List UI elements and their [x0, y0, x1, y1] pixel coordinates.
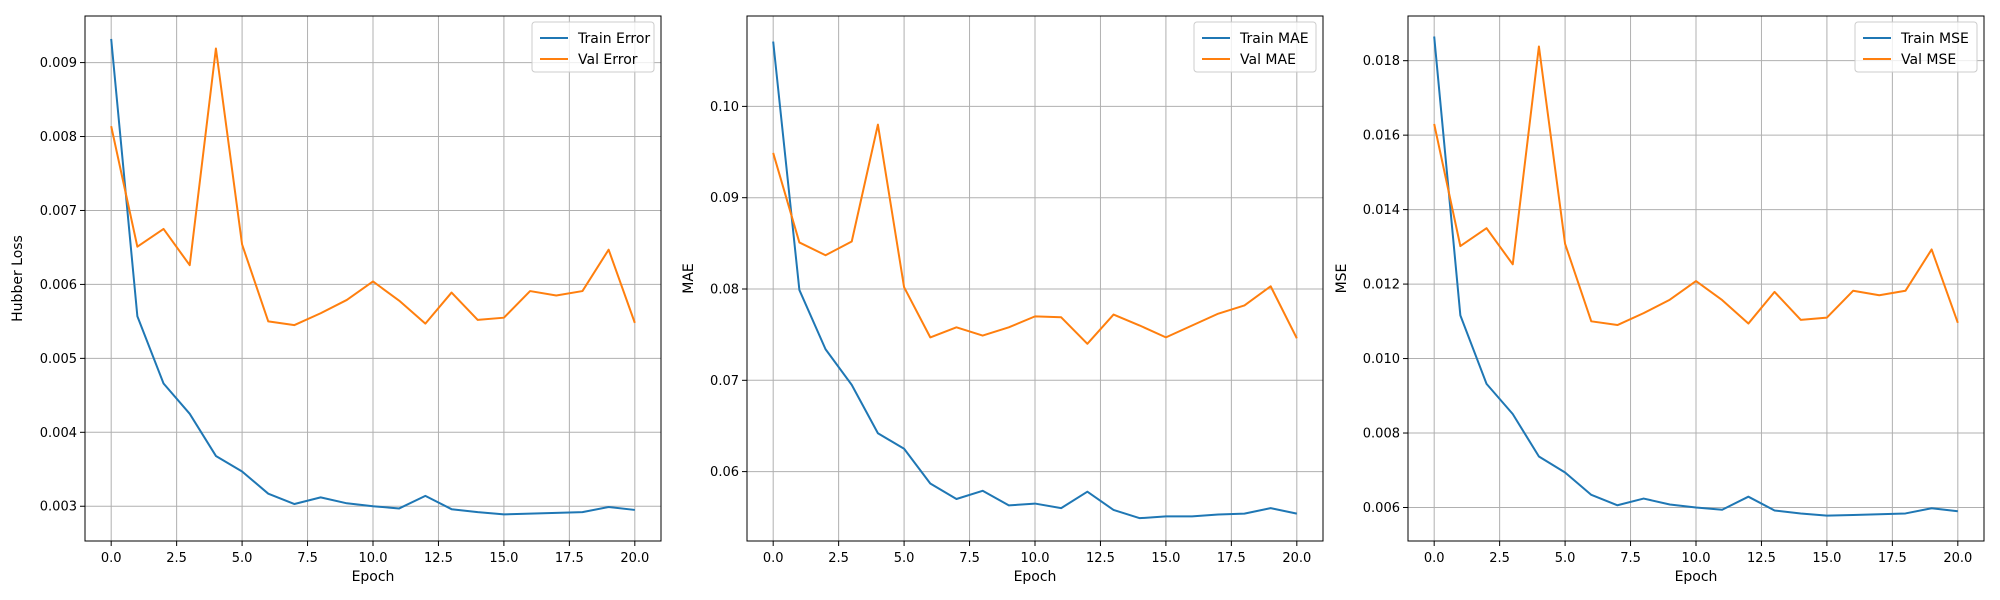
y-tick-label: 0.007	[40, 204, 77, 219]
y-tick-label: 0.07	[710, 374, 739, 389]
y-tick-label: 0.012	[1363, 278, 1400, 293]
x-tick-label: 2.5	[1489, 551, 1510, 566]
x-tick-label: 17.5	[1217, 551, 1246, 566]
series-line-val-mse	[1433, 45, 1959, 327]
y-tick-label: 0.008	[1363, 427, 1400, 442]
legend: Train MSE Val MSE	[1854, 21, 1978, 73]
chart-panel-2: 0.0 2.5 5.0 7.5 10.0 12.5 15.0 17.5 20.0 0.006 0.0…	[1334, 15, 1985, 585]
x-tick-label: 12.5	[1086, 551, 1115, 566]
x-tick-label: 7.5	[297, 551, 318, 566]
legend-label: Train Error	[577, 31, 650, 47]
y-axis-label: MAE	[681, 263, 697, 294]
x-tick-label: 5.0	[232, 551, 253, 566]
series-line-val-error	[110, 47, 636, 327]
y-tick-label: 0.006	[1363, 501, 1400, 516]
legend-label: Val MAE	[1240, 52, 1296, 68]
x-axis-label: Epoch	[1675, 569, 1718, 585]
x-tick-label: 5.0	[1555, 551, 1576, 566]
y-axis-label: Hubber Loss	[10, 235, 26, 322]
chart-panel-0: 0.0 2.5 5.0 7.5 10.0 12.5 15.0 17.5 20.0 0.003 0.0…	[10, 15, 662, 585]
x-tick-label: 17.5	[555, 551, 584, 566]
x-tick-label: 7.5	[1620, 551, 1641, 566]
legend: Train Error Val Error	[531, 21, 655, 73]
x-tick-label: 15.0	[489, 551, 518, 566]
x-axis-label: Epoch	[1014, 569, 1057, 585]
y-tick-label: 0.009	[40, 56, 77, 71]
y-tick-label: 0.08	[710, 283, 739, 298]
x-tick-label: 17.5	[1878, 551, 1907, 566]
series-line-train-error	[110, 38, 635, 516]
x-tick-label: 0.0	[1424, 551, 1445, 566]
x-axis-label: Epoch	[352, 569, 395, 585]
legend: Train MAE Val MAE	[1193, 21, 1317, 73]
x-tick-label: 2.5	[166, 551, 187, 566]
y-tick-label: 0.018	[1363, 54, 1400, 69]
y-tick-label: 0.06	[710, 465, 739, 480]
x-tick-label: 15.0	[1812, 551, 1841, 566]
legend-label: Val Error	[578, 52, 638, 68]
y-tick-label: 0.09	[710, 191, 739, 206]
x-tick-label: 10.0	[1021, 551, 1050, 566]
y-axis-label: MSE	[1334, 264, 1350, 294]
x-tick-label: 20.0	[620, 551, 649, 566]
x-tick-label: 10.0	[1682, 551, 1711, 566]
x-tick-label: 0.0	[763, 551, 784, 566]
y-tick-label: 0.003	[40, 500, 77, 515]
legend-label: Train MSE	[1900, 31, 1969, 47]
x-tick-label: 0.0	[101, 551, 122, 566]
x-tick-label: 2.5	[828, 551, 849, 566]
y-tick-label: 0.10	[710, 100, 739, 115]
series-line-train-mae	[772, 41, 1298, 520]
x-tick-label: 10.0	[359, 551, 388, 566]
x-tick-label: 12.5	[1747, 551, 1776, 566]
y-tick-label: 0.006	[40, 278, 77, 293]
x-tick-label: 7.5	[959, 551, 980, 566]
y-tick-label: 0.010	[1363, 352, 1400, 367]
series-line-val-mae	[772, 123, 1298, 345]
y-tick-label: 0.016	[1363, 129, 1400, 144]
chart-panel-1: 0.0 2.5 5.0 7.5 10.0 12.5 15.0 17.5 20.0 0.06 0.07…	[681, 15, 1324, 585]
x-tick-label: 15.0	[1151, 551, 1180, 566]
x-tick-label: 5.0	[894, 551, 915, 566]
y-tick-label: 0.008	[40, 130, 77, 145]
legend-label: Train MAE	[1239, 31, 1309, 47]
x-tick-label: 20.0	[1943, 551, 1972, 566]
y-tick-label: 0.004	[40, 426, 77, 441]
x-tick-label: 12.5	[424, 551, 453, 566]
y-tick-label: 0.014	[1363, 203, 1400, 218]
y-tick-label: 0.005	[40, 352, 77, 367]
x-tick-label: 20.0	[1282, 551, 1311, 566]
legend-label: Val MSE	[1901, 52, 1956, 68]
series-line-train-mse	[1433, 36, 1958, 517]
